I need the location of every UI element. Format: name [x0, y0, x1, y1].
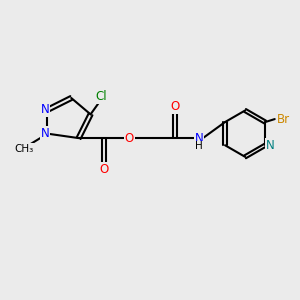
Text: O: O: [99, 163, 109, 176]
Text: CH₃: CH₃: [14, 143, 33, 154]
Text: O: O: [171, 100, 180, 113]
Text: N: N: [195, 132, 203, 145]
Text: N: N: [41, 127, 50, 140]
Text: Cl: Cl: [95, 90, 107, 103]
Text: H: H: [195, 141, 203, 152]
Text: O: O: [124, 132, 134, 145]
Text: N: N: [266, 139, 275, 152]
Text: Br: Br: [277, 112, 290, 126]
Text: N: N: [41, 103, 50, 116]
